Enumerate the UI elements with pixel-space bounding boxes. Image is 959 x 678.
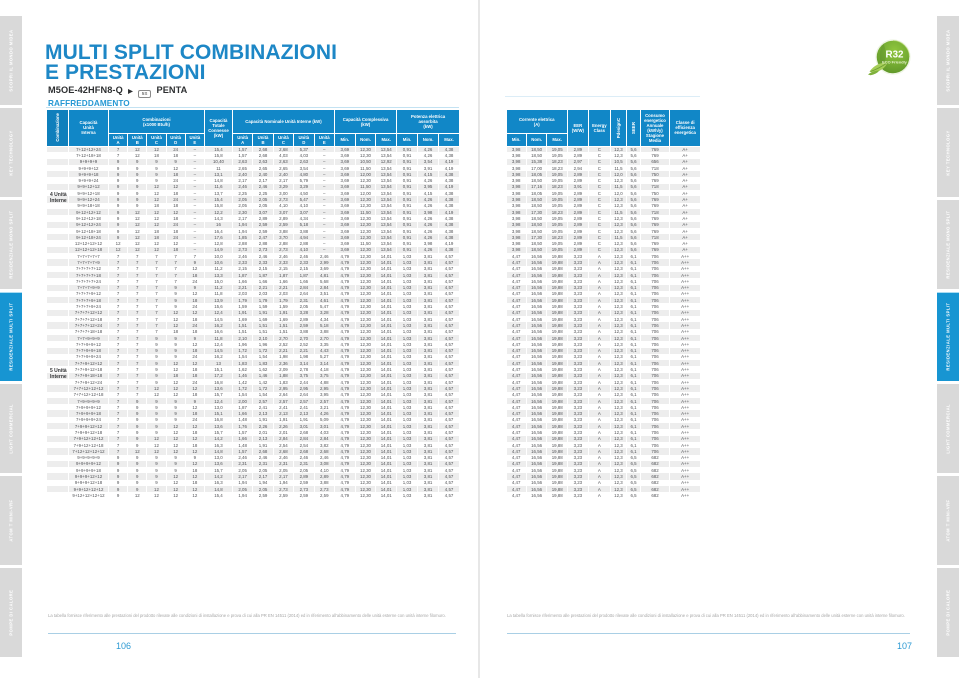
svg-text:R32: R32 (886, 49, 905, 60)
svg-text:ECO Friendly: ECO Friendly (882, 59, 907, 64)
